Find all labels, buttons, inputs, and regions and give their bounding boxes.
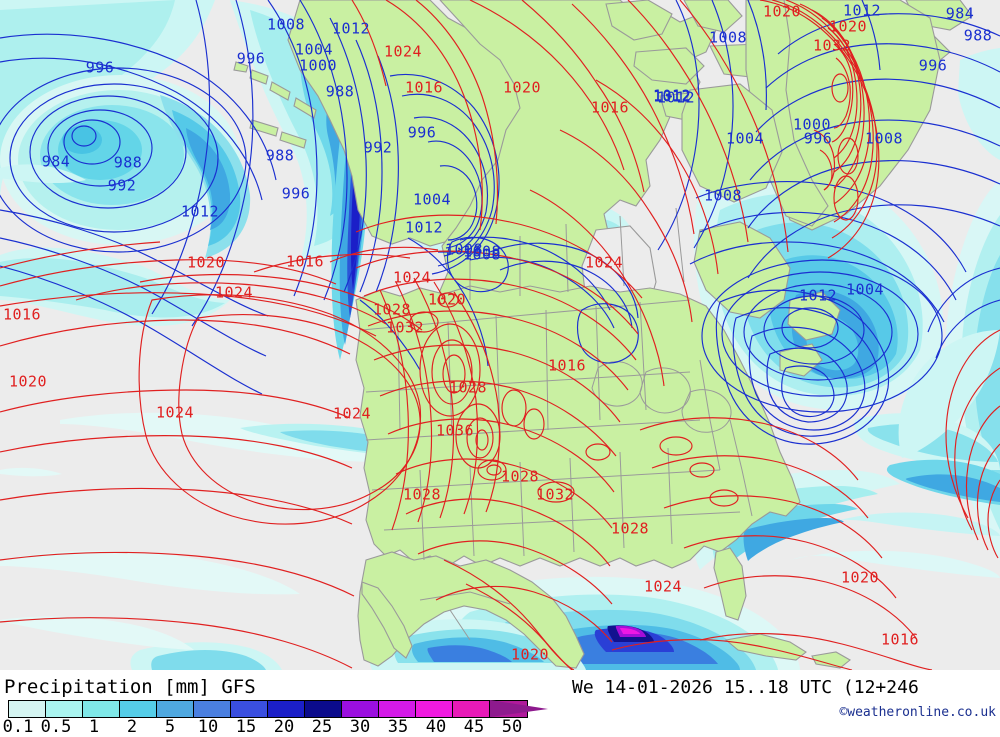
colorbar-tick-0.1: 0.1 xyxy=(2,717,34,737)
colorbar-swatch-1 xyxy=(83,701,120,717)
colorbar-swatch-30 xyxy=(342,701,379,717)
colorbar-tick-10: 10 xyxy=(197,717,219,737)
colorbar-swatch-0.1 xyxy=(9,701,46,717)
colorbar-tick-5: 5 xyxy=(164,717,176,737)
colorbar-swatch-10 xyxy=(194,701,231,717)
colorbar-tick-50: 50 xyxy=(501,717,523,737)
colorbar-tick-2: 2 xyxy=(126,717,138,737)
isobars-low xyxy=(0,0,1000,445)
colorbar-tick-35: 35 xyxy=(387,717,409,737)
legend-footer: Precipitation [mm] GFS We 14-01-2026 15.… xyxy=(0,670,1000,737)
colorbar-swatch-35 xyxy=(379,701,416,717)
colorbar-tick-1: 1 xyxy=(88,717,100,737)
colorbar-swatch-0.5 xyxy=(46,701,83,717)
colorbar-swatch-15 xyxy=(231,701,268,717)
colorbar-swatch-2 xyxy=(120,701,157,717)
colorbar-tick-25: 25 xyxy=(311,717,333,737)
land-polygons xyxy=(233,0,973,669)
colorbar-tick-15: 15 xyxy=(235,717,257,737)
legend-title: Precipitation [mm] GFS xyxy=(4,676,256,698)
colorbar-tick-45: 45 xyxy=(463,717,485,737)
colorbar-tick-0.5: 0.5 xyxy=(40,717,72,737)
colorbar-swatch-40 xyxy=(416,701,453,717)
colorbar-swatch-5 xyxy=(157,701,194,717)
political-borders xyxy=(361,207,753,641)
colorbar-swatch-25 xyxy=(305,701,342,717)
copyright-label: ©weatheronline.co.uk xyxy=(839,705,996,720)
colorbar-swatch-20 xyxy=(268,701,305,717)
colorbar-tick-20: 20 xyxy=(273,717,295,737)
map-canvas xyxy=(0,0,1000,670)
colorbar-tick-30: 30 xyxy=(349,717,371,737)
isobars-high xyxy=(0,0,1000,670)
precipitation-colorbar[interactable] xyxy=(8,700,528,718)
colorbar-tick-labels: 0.1 0.5 1 2 5 10 15 20 25 30 35 40 45 50 xyxy=(0,717,560,737)
valid-time-label: We 14-01-2026 15..18 UTC (12+246 xyxy=(572,677,919,698)
colorbar-tick-40: 40 xyxy=(425,717,447,737)
colorbar-swatch-45 xyxy=(453,701,490,717)
precipitation-pressure-map[interactable]: 996 984 988 992 1012 1020 1016 1024 1016 1020 1024… xyxy=(0,0,1000,670)
